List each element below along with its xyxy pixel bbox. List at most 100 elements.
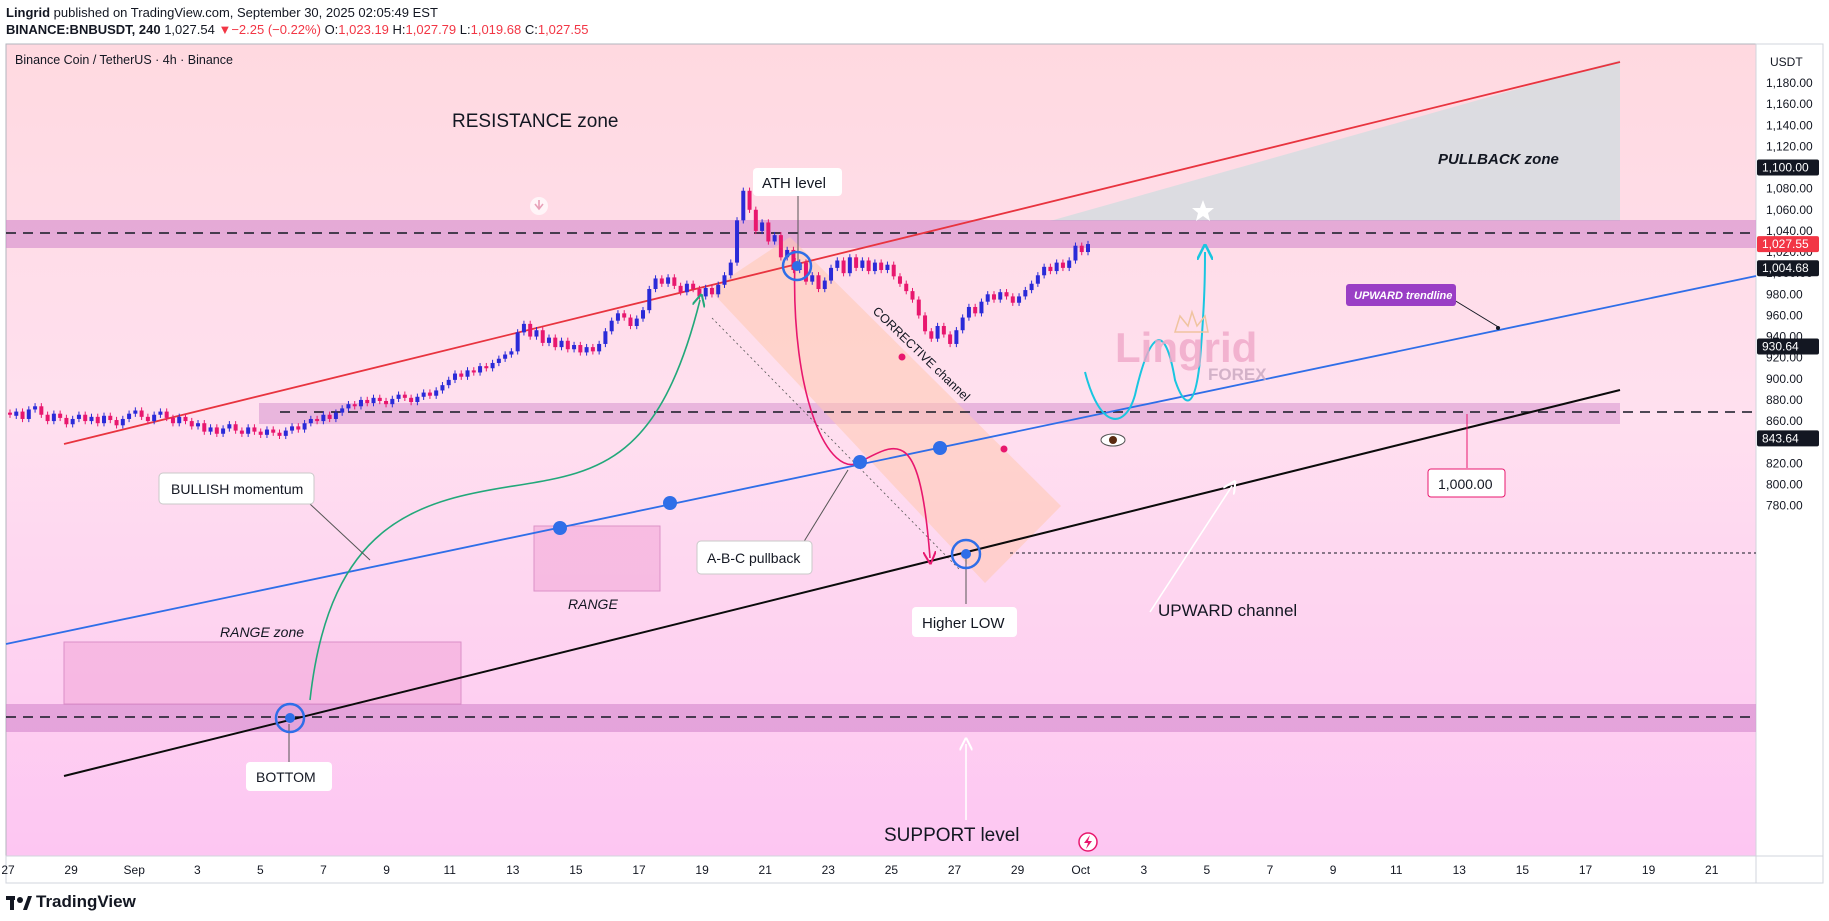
symbol: BINANCE:BNBUSDT, 240 [6,22,161,37]
range-zone-box [63,641,462,705]
candle-body [139,410,144,417]
candle-body [1060,262,1065,268]
candle-body [321,414,326,422]
bullish-momentum-callout: BULLISH momentum [158,472,315,505]
candle-body [741,190,746,221]
x-tick-label: 7 [1267,863,1274,877]
candle-body [390,398,395,405]
y-tick-label: 880.00 [1766,393,1803,407]
candle-body [1048,266,1053,272]
candle-body [597,343,602,352]
candle-body [70,418,75,425]
candle-body [227,424,232,429]
candle-body [540,330,545,343]
close-label: C: [524,22,538,37]
y-tick-label: 960.00 [1766,308,1803,322]
upward-channel-arrow [1149,486,1232,613]
candle-body [290,426,295,431]
candle-body [1010,296,1015,303]
trendline-anchor-dot [1496,326,1500,330]
candle-body [985,294,990,302]
candle-body [114,420,119,426]
candle-body [8,412,12,415]
candle-body [948,334,953,344]
publish-text: published on TradingView.com, September … [53,5,438,20]
x-tick-label: 5 [257,863,264,877]
ath-level-callout: ATH level [753,168,842,196]
svg-text:A-B-C pullback: A-B-C pullback [707,550,801,566]
candle-body [26,409,31,419]
candle-body [521,323,526,333]
candle-body [108,415,113,421]
candle-body [653,278,658,290]
candle-body [446,379,451,386]
candle-body [145,416,150,422]
price-label-box [1757,236,1819,253]
candle-body [340,408,345,413]
abc-pullback-arrow-c [859,447,930,558]
price-label-box [1757,260,1819,277]
tradingview-logo[interactable]: TradingView [6,892,136,912]
higher-low-circle-marker [950,538,982,570]
candle-body [615,313,620,321]
range-box [533,525,661,592]
price-label: 1,027.55 [1762,237,1809,251]
candle-body [578,345,583,353]
candle-body [415,396,420,403]
close-value: 1,027.55 [537,22,589,37]
low-value: 1,019.68 [470,22,522,37]
candle-body [841,260,846,274]
svg-text:Higher LOW: Higher LOW [922,615,1005,632]
candle-body [910,291,915,300]
price-label-box [1757,430,1819,447]
x-tick-label: 21 [1705,863,1719,877]
candle-body [528,323,533,337]
candle-body [534,330,539,337]
price-label: 1,004.68 [1762,261,1809,275]
candle-body [641,310,646,319]
candle-body [33,406,38,410]
candle-body [14,411,19,416]
candle-body [76,414,81,419]
candle-body [916,299,921,316]
candle-body [246,427,251,434]
candle-body [703,287,708,297]
candle-body [434,390,439,396]
candle-body [478,366,483,373]
candle-body [1035,275,1040,284]
candle-body [302,423,307,430]
upward-trendline-callout: UPWARD trendline [1346,284,1456,306]
candle-body [979,301,984,314]
candle-body [58,413,63,418]
bullish-leader [309,503,371,561]
upward-channel-top-line [63,61,1621,445]
candle-body [904,283,909,292]
svg-text:1,000.00: 1,000.00 [1438,476,1493,492]
y-tick-label: 1,180.00 [1766,76,1813,90]
candle-body [810,275,815,282]
candle-body [239,430,244,434]
svg-text:BULLISH momentum: BULLISH momentum [171,481,303,497]
candle-body [609,320,614,332]
svg-text:BOTTOM: BOTTOM [256,769,316,785]
trend-touch-dot-2 [663,496,677,510]
candle-body [691,283,696,290]
candle-body [358,399,363,407]
candle-body [803,262,808,282]
y-tick-label: 1,060.00 [1766,203,1813,217]
x-tick-label: 19 [1642,863,1656,877]
candle-body [891,264,896,277]
price-change: −2.25 (−0.22%) [231,22,321,37]
candle-body [991,294,996,300]
ath-circle-marker [781,250,813,282]
candle-body [496,358,501,363]
candles [8,187,1090,440]
author-name[interactable]: Lingrid [6,5,51,20]
lightning-icon[interactable] [1078,832,1098,852]
candle-body [384,401,389,405]
candle-body [572,345,577,350]
candle-body [465,370,470,377]
axis-corner [1755,855,1824,884]
candle-body [1004,292,1009,297]
